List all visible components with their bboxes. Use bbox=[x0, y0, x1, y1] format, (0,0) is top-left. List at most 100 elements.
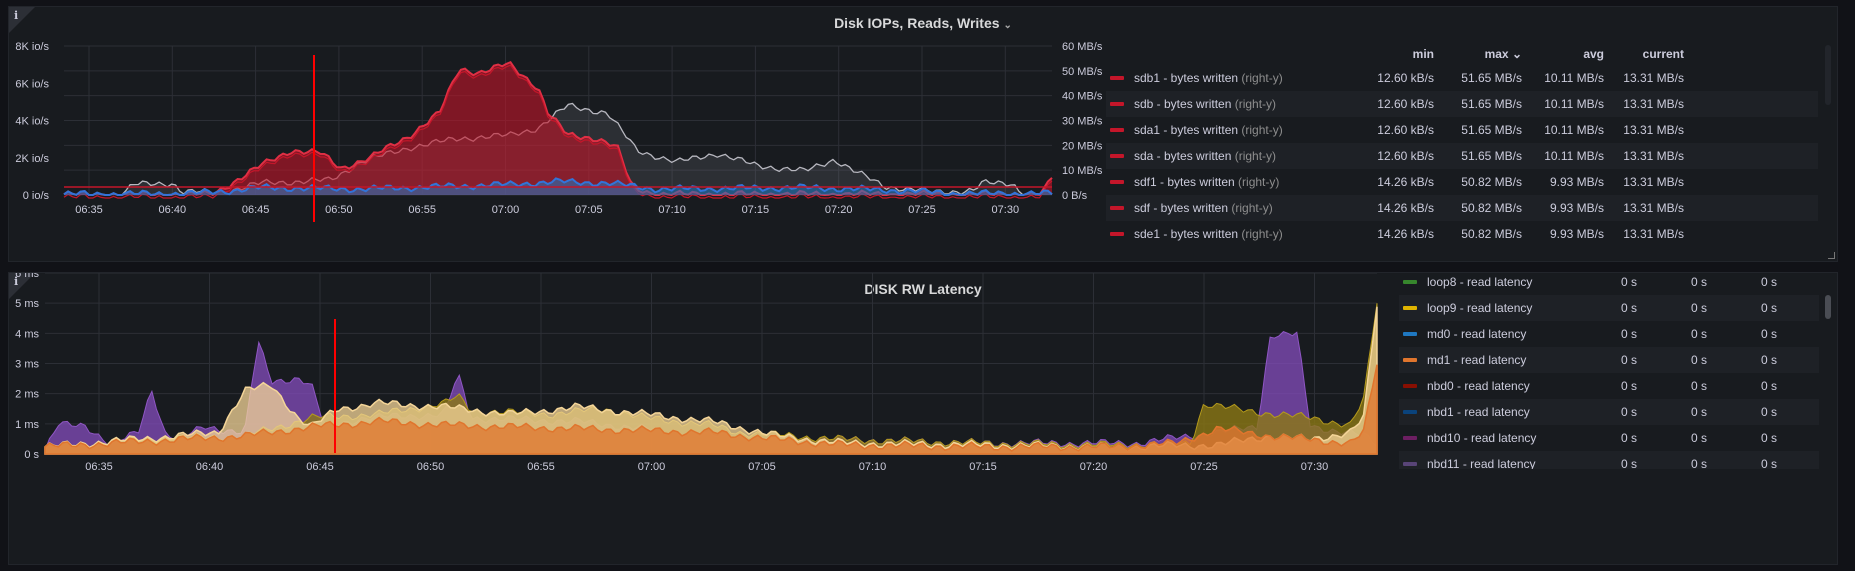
chevron-down-icon[interactable]: ⌄ bbox=[1003, 20, 1012, 31]
legend-color-swatch[interactable] bbox=[1403, 462, 1417, 466]
legend-series-label[interactable]: sda - bytes written bbox=[1134, 149, 1232, 163]
legend-series-label[interactable]: nbd11 - read latency bbox=[1427, 457, 1536, 469]
legend-color-swatch[interactable] bbox=[1110, 180, 1124, 184]
legend-series-name[interactable]: nbd0 - read latency bbox=[1427, 379, 1597, 393]
latency-chart[interactable]: 6 ms 5 ms 4 ms 3 ms 2 ms 1 ms 0 s 06:35 06:40 06… bbox=[9, 273, 1404, 566]
y-tick-label: 0 io/s bbox=[23, 190, 50, 202]
legend-color-swatch[interactable] bbox=[1403, 280, 1417, 284]
legend-series-name[interactable]: sda - bytes written (right-y) bbox=[1134, 149, 1346, 163]
legend-row[interactable]: sde1 - bytes written (right-y) 14.26 kB/s… bbox=[1106, 221, 1818, 247]
legend-col-max[interactable]: max ⌄ bbox=[1434, 47, 1522, 61]
legend-series-label[interactable]: nbd1 - read latency bbox=[1427, 405, 1530, 419]
panel-info-corner[interactable] bbox=[9, 7, 35, 33]
legend-series-label[interactable]: sdb - bytes written bbox=[1134, 97, 1232, 111]
legend-series-name[interactable]: nbd11 - read latency bbox=[1427, 457, 1597, 469]
y-tick-label: 5 ms bbox=[15, 298, 39, 310]
legend-series-label[interactable]: sda1 - bytes written bbox=[1134, 123, 1239, 137]
legend-color-swatch[interactable] bbox=[1403, 306, 1417, 310]
legend-series-label[interactable]: sdf1 - bytes written bbox=[1134, 175, 1235, 189]
legend-series-name[interactable]: sdf1 - bytes written (right-y) bbox=[1134, 175, 1346, 189]
legend-scrollbar[interactable] bbox=[1825, 295, 1831, 319]
legend-series-label[interactable]: loop8 - read latency bbox=[1427, 275, 1533, 289]
legend-color-swatch[interactable] bbox=[1110, 128, 1124, 132]
legend-max-value: 0 s bbox=[1690, 275, 1707, 289]
legend-series-label[interactable]: md1 - read latency bbox=[1427, 353, 1527, 367]
legend-series-name[interactable]: loop8 - read latency bbox=[1427, 275, 1597, 289]
legend-series-name[interactable]: nbd10 - read latency bbox=[1427, 431, 1597, 445]
legend-series-name[interactable]: sde1 - bytes written (right-y) bbox=[1134, 227, 1346, 241]
legend-row[interactable]: sdf1 - bytes written (right-y) 14.26 kB/s… bbox=[1106, 169, 1818, 195]
legend-color-swatch[interactable] bbox=[1403, 436, 1417, 440]
x-tick-label: 06:40 bbox=[196, 461, 224, 473]
panel-title-text[interactable]: Disk IOPs, Reads, Writes bbox=[834, 15, 1000, 31]
legend-color-swatch[interactable] bbox=[1110, 76, 1124, 80]
legend-row[interactable]: sdb1 - bytes written (right-y) 12.60 kB/s… bbox=[1106, 65, 1818, 91]
legend-color-swatch[interactable] bbox=[1110, 232, 1124, 236]
legend-series-label[interactable]: md0 - read latency bbox=[1427, 327, 1527, 341]
legend-series-name[interactable]: md0 - read latency bbox=[1427, 327, 1597, 341]
legend-col-min[interactable]: min bbox=[1412, 47, 1434, 61]
legend-current-value: 13.31 MB/s bbox=[1623, 149, 1684, 163]
panel-title[interactable]: DISK RW Latency bbox=[9, 281, 1837, 297]
legend-color-swatch[interactable] bbox=[1403, 358, 1417, 362]
legend-color-swatch[interactable] bbox=[1110, 154, 1124, 158]
legend-col-avg[interactable]: avg bbox=[1583, 47, 1604, 61]
legend-min-value: 12.60 kB/s bbox=[1377, 123, 1434, 137]
panel-title-text[interactable]: DISK RW Latency bbox=[864, 281, 982, 297]
legend-col-max-label[interactable]: max bbox=[1484, 47, 1509, 61]
legend-row[interactable]: sdf - bytes written (right-y) 14.26 kB/s 5… bbox=[1106, 195, 1818, 221]
legend-row[interactable]: sdb - bytes written (right-y) 12.60 kB/s 5… bbox=[1106, 91, 1818, 117]
panel-title[interactable]: Disk IOPs, Reads, Writes ⌄ bbox=[9, 15, 1837, 31]
legend-series-label[interactable]: sdb1 - bytes written bbox=[1134, 71, 1239, 85]
legend-col-current[interactable]: current bbox=[1642, 47, 1684, 61]
iops-chart[interactable]: 8K io/s 6K io/s 4K io/s 2K io/s 0 io/s 60 MB… bbox=[9, 7, 1309, 263]
legend-avg-value: 0 s bbox=[1760, 275, 1777, 289]
panel-resize-handle[interactable] bbox=[1828, 252, 1835, 259]
legend-color-swatch[interactable] bbox=[1403, 332, 1417, 336]
legend-color-swatch[interactable] bbox=[1403, 410, 1417, 414]
y-tick-label: 2K io/s bbox=[15, 153, 49, 165]
x-tick-label: 07:25 bbox=[1190, 461, 1218, 473]
legend-series-name[interactable]: loop9 - read latency bbox=[1427, 301, 1597, 315]
legend-max-value: 51.65 MB/s bbox=[1461, 123, 1522, 137]
legend-series-label[interactable]: sde1 - bytes written bbox=[1134, 227, 1239, 241]
legend-avg-value: 10.11 MB/s bbox=[1544, 71, 1604, 85]
legend-row[interactable]: sda1 - bytes written (right-y) 12.60 kB/s… bbox=[1106, 117, 1818, 143]
legend-series-name[interactable]: sdb1 - bytes written (right-y) bbox=[1134, 71, 1346, 85]
legend-series-name[interactable]: md1 - read latency bbox=[1427, 353, 1597, 367]
x-tick-label: 07:10 bbox=[658, 204, 686, 216]
legend-series-name[interactable]: sda1 - bytes written (right-y) bbox=[1134, 123, 1346, 137]
legend-axis-suffix: (right-y) bbox=[1228, 201, 1273, 215]
legend-series-label[interactable]: loop9 - read latency bbox=[1427, 301, 1533, 315]
legend-scrollbar[interactable] bbox=[1825, 45, 1831, 105]
legend-series-name[interactable]: nbd1 - read latency bbox=[1427, 405, 1597, 419]
x-tick-label: 07:00 bbox=[638, 461, 666, 473]
info-icon[interactable]: i bbox=[14, 9, 19, 22]
legend-max-value: 50.82 MB/s bbox=[1461, 227, 1522, 241]
legend-series-label[interactable]: nbd10 - read latency bbox=[1427, 431, 1537, 445]
legend-avg-value: 0 s bbox=[1760, 405, 1777, 419]
legend-color-swatch[interactable] bbox=[1403, 384, 1417, 388]
legend-series-name[interactable]: sdf - bytes written (right-y) bbox=[1134, 201, 1346, 215]
legend-series-name[interactable]: sdb - bytes written (right-y) bbox=[1134, 97, 1346, 111]
y-tick-label-right: 60 MB/s bbox=[1062, 41, 1103, 53]
legend-axis-suffix: (right-y) bbox=[1238, 227, 1283, 241]
legend-max-value: 51.65 MB/s bbox=[1461, 149, 1522, 163]
sort-desc-icon[interactable]: ⌄ bbox=[1511, 47, 1522, 61]
legend-color-swatch[interactable] bbox=[1110, 102, 1124, 106]
panel-info-corner[interactable] bbox=[9, 273, 35, 299]
legend-color-swatch[interactable] bbox=[1110, 206, 1124, 210]
legend-series-label[interactable]: nbd0 - read latency bbox=[1427, 379, 1530, 393]
legend-series-label[interactable]: sdf - bytes written bbox=[1134, 201, 1229, 215]
info-icon[interactable]: i bbox=[14, 275, 19, 288]
y-tick-label-right: 0 B/s bbox=[1062, 190, 1088, 202]
legend-row[interactable]: sda - bytes written (right-y) 12.60 kB/s 5… bbox=[1106, 143, 1818, 169]
